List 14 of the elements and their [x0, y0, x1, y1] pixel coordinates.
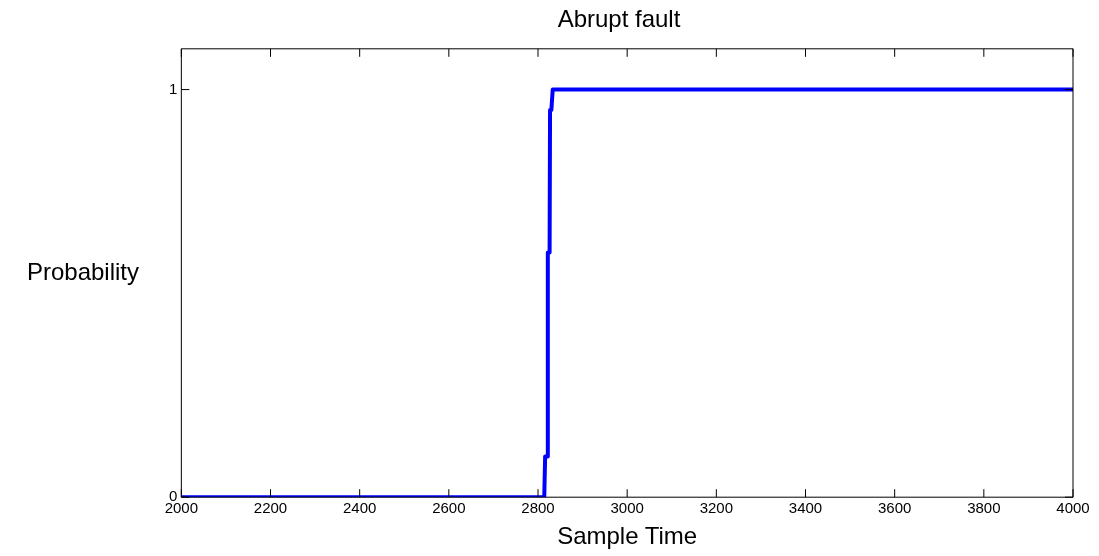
y-axis-title: Probability: [26, 257, 140, 285]
x-tick-label: 2400: [342, 499, 377, 517]
y-tick-label: 1: [169, 79, 178, 97]
x-tick-label: 2600: [432, 499, 466, 517]
x-tick-label: 3200: [699, 499, 734, 517]
x-tick-label: 4000: [1056, 499, 1090, 517]
x-tick-label: 3800: [967, 499, 1001, 517]
x-tick-label: 3400: [788, 499, 823, 517]
x-axis-title: Sample Time: [557, 522, 698, 550]
x-tick-label: 3000: [610, 499, 644, 517]
x-tick-label: 2200: [253, 499, 288, 517]
x-tick-label: 2800: [521, 499, 555, 517]
chart-title: Abrupt fault: [557, 5, 681, 33]
x-tick-label: 3600: [877, 499, 912, 517]
